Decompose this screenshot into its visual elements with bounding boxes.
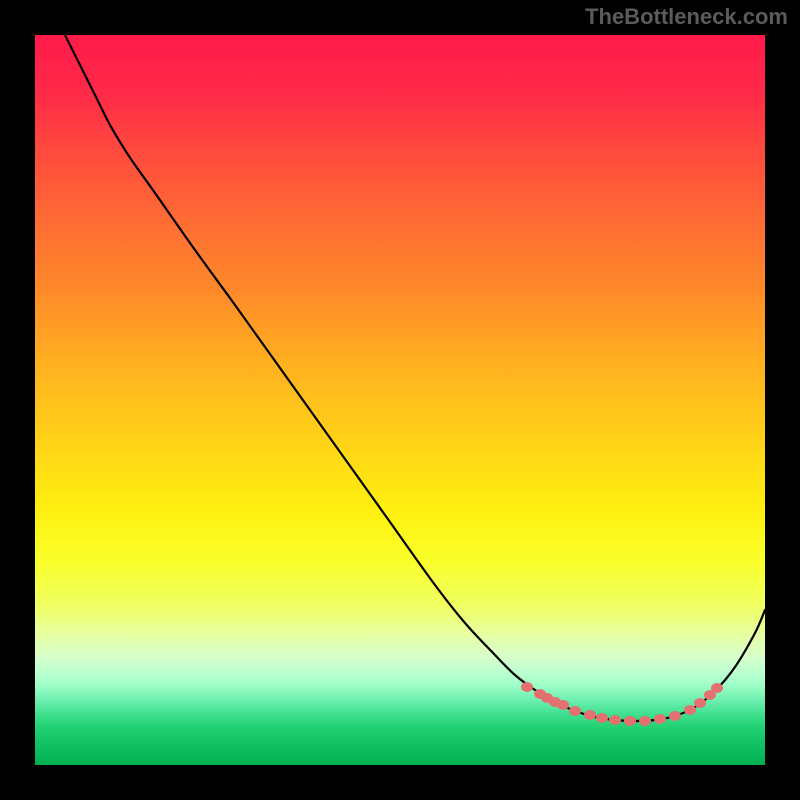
curve-marker [569,706,581,716]
curve-marker [557,700,569,710]
curve-marker [684,705,696,715]
curve-marker [669,711,681,721]
curve-marker [639,716,651,726]
plot-area [35,35,765,765]
curve-marker [609,715,621,725]
curve-marker [521,682,533,692]
curve-marker [711,683,723,693]
curve-marker [694,698,706,708]
curve-marker [584,710,596,720]
curve-marker [596,713,608,723]
attribution-label: TheBottleneck.com [585,4,788,30]
chart-frame: TheBottleneck.com [0,0,800,800]
curve-marker [654,714,666,724]
curve-marker [624,716,636,726]
bottleneck-curve [35,35,765,765]
